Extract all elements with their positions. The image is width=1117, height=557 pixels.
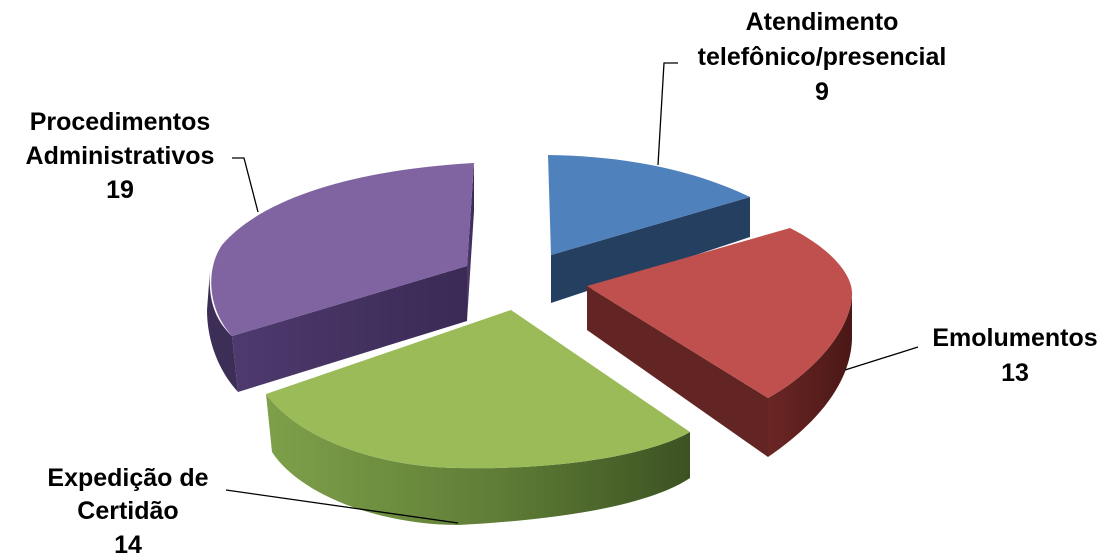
label-procedimentos-value: 19 — [106, 176, 134, 204]
label-expedicao: Expedição de Certidão 14 — [47, 464, 208, 557]
slice-atendimento-top — [548, 155, 750, 255]
label-emolumentos-value: 13 — [1001, 359, 1029, 387]
slice-expedicao-top — [266, 310, 690, 469]
leader-atendimento — [657, 62, 678, 166]
slice-atendimento-side — [551, 197, 750, 303]
label-expedicao-line1: Expedição de — [47, 464, 208, 492]
slice-emolumentos-side-outer — [768, 296, 852, 457]
label-expedicao-value: 14 — [114, 531, 142, 557]
label-atendimento: Atendimento telefônico/presencial 9 — [698, 8, 947, 106]
slice-atendimento[interactable] — [548, 155, 750, 303]
label-procedimentos-line1: Procedimentos — [30, 108, 211, 136]
leader-emolumentos — [844, 346, 919, 371]
label-emolumentos-line1: Emolumentos — [932, 324, 1097, 352]
slice-expedicao-side-outer — [266, 394, 690, 525]
label-atendimento-line2: telefônico/presencial — [698, 43, 947, 71]
slice-procedimentos-side-right — [467, 163, 474, 321]
slice-expedicao[interactable] — [266, 310, 690, 525]
leader-procedimentos — [232, 157, 259, 213]
label-procedimentos-line2: Administrativos — [26, 142, 215, 170]
label-emolumentos: Emolumentos 13 — [932, 324, 1097, 387]
label-expedicao-line2: Certidão — [77, 497, 178, 525]
slice-procedimentos-side-curve — [207, 270, 238, 392]
leader-expedicao — [225, 489, 459, 524]
label-atendimento-value: 9 — [815, 78, 829, 106]
slice-procedimentos[interactable] — [207, 163, 474, 392]
slice-procedimentos-side-outer — [232, 266, 467, 392]
slice-emolumentos-top — [587, 228, 853, 398]
slice-procedimentos-top — [211, 163, 474, 336]
slice-emolumentos-side-left — [587, 286, 768, 457]
label-atendimento-line1: Atendimento — [746, 8, 899, 36]
slice-emolumentos[interactable] — [587, 228, 853, 457]
label-procedimentos: Procedimentos Administrativos 19 — [26, 108, 215, 204]
